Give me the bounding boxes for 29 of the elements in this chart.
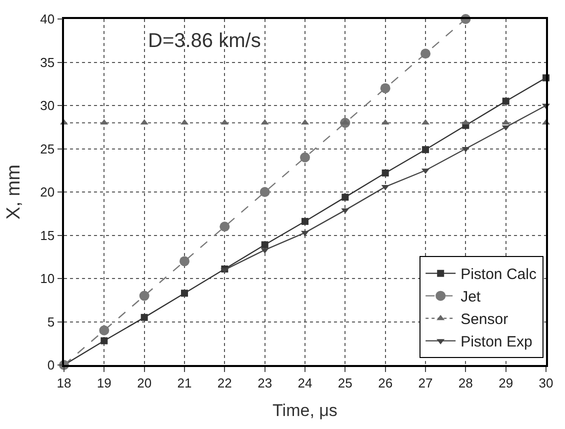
x-tick-label: 28	[458, 375, 473, 390]
y-tick-label: 5	[47, 314, 55, 330]
y-tick-label: 15	[40, 228, 55, 243]
y-tick-label: 20	[40, 184, 55, 200]
x-tick-label: 19	[96, 375, 112, 390]
x-tick-label: 22	[217, 375, 232, 390]
x-tick-label: 29	[498, 375, 514, 390]
y-tick-label: 30	[40, 98, 55, 114]
legend-label: Jet	[460, 288, 482, 306]
annotation: D=3.86 km/s	[148, 30, 261, 52]
y-tick-label: 35	[40, 54, 55, 70]
legend-label: Piston Exp	[460, 334, 532, 351]
legend-label: Piston Calc	[460, 266, 537, 284]
x-tick-label: 20	[137, 375, 152, 390]
x-tick-label: 18	[56, 375, 72, 390]
x-tick-label: 21	[177, 375, 192, 390]
y-tick-label: 40	[40, 12, 55, 27]
y-axis-title: X, mm	[4, 164, 25, 220]
y-tick-label: 25	[40, 141, 55, 156]
x-tick-label: 26	[378, 375, 393, 390]
legend-label: Sensor	[460, 311, 508, 328]
x-tick-label: 23	[258, 375, 272, 390]
x-tick-label: 27	[418, 375, 433, 390]
x-tick-label: 24	[298, 375, 312, 390]
x-tick-label: 30	[538, 375, 554, 390]
y-tick-label: 0	[47, 358, 55, 373]
x-axis-title: Time, μs	[272, 401, 338, 420]
y-tick-label: 10	[40, 271, 55, 286]
x-tick-label: 25	[338, 375, 352, 390]
